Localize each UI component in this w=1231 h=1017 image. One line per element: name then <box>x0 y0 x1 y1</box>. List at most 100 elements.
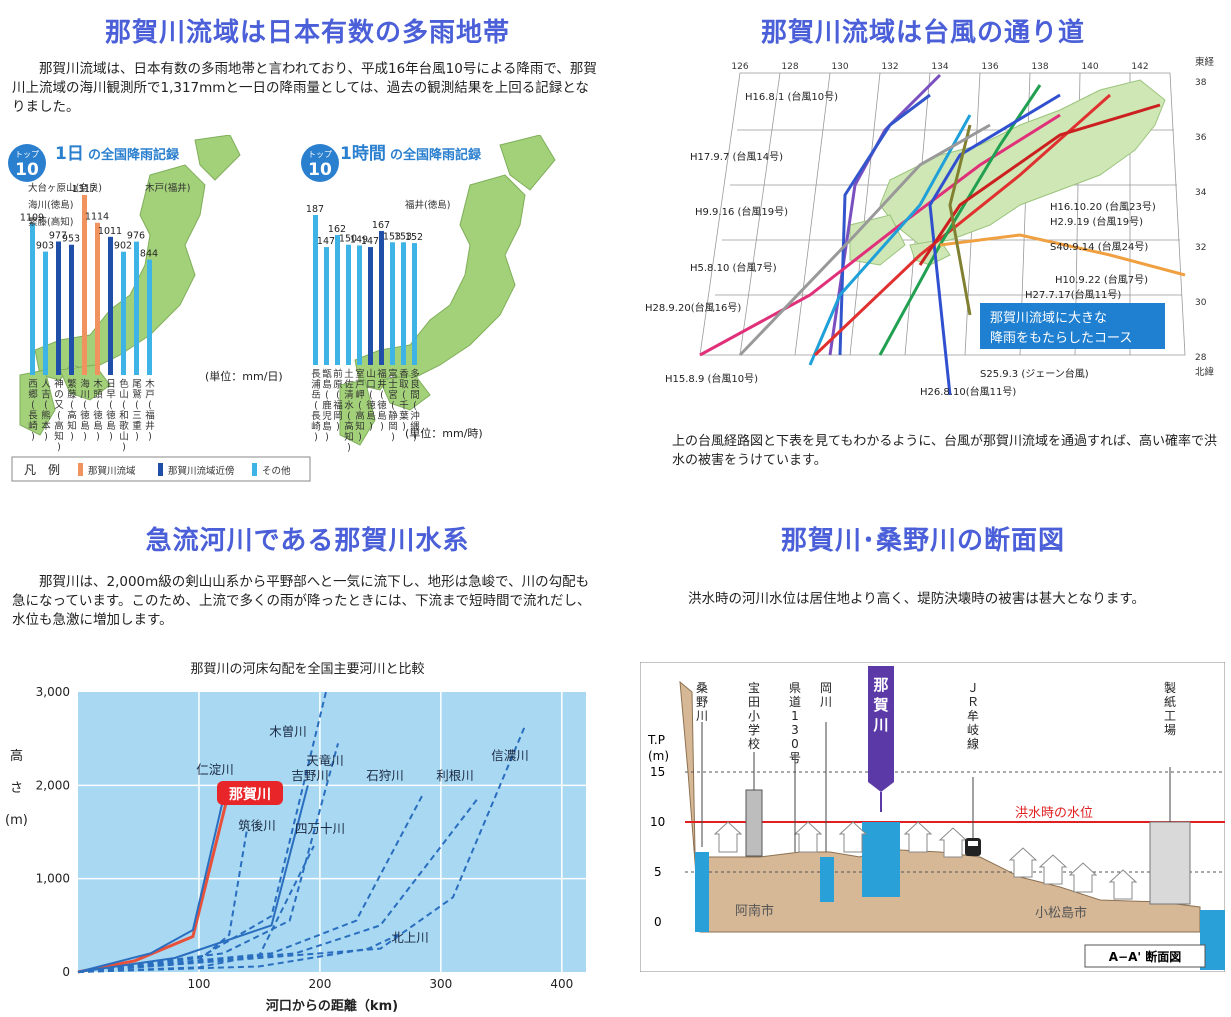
svg-text:香: 香 <box>399 369 409 380</box>
y-axis-label-2: さ <box>10 781 23 796</box>
svg-text:(: ( <box>96 400 100 411</box>
svg-text:): ) <box>413 432 417 443</box>
track-h28 <box>699 113 1061 357</box>
series-label: 筑後川 <box>238 818 276 833</box>
ground <box>679 680 1201 933</box>
grid-lines <box>78 692 586 972</box>
rain-bar <box>43 251 48 375</box>
takarada-school <box>745 789 763 857</box>
rain-bar-value: 150 <box>339 234 357 245</box>
rain-bar-value: 1109 <box>20 212 44 223</box>
rain-bar <box>56 241 61 375</box>
svg-text:徳: 徳 <box>377 400 387 412</box>
svg-text:取: 取 <box>399 380 409 391</box>
svg-text:又: 又 <box>54 400 64 411</box>
svg-text:重: 重 <box>132 420 142 432</box>
svg-text:木: 木 <box>145 378 155 390</box>
svg-text:岡: 岡 <box>388 422 398 433</box>
section-label: A−A' 断面図 <box>1109 949 1181 964</box>
typhoon-label: H17.9.7 (台風14号) <box>690 150 783 163</box>
svg-text:(: ( <box>31 400 35 411</box>
svg-text:佐: 佐 <box>344 379 354 391</box>
rain-bar-value: 903 <box>36 241 54 252</box>
svg-text:): ) <box>347 443 351 454</box>
svg-text:): ) <box>96 432 100 443</box>
lat-tick: 34 <box>1195 188 1207 198</box>
rain-bar-label: 多良間(沖縄) <box>410 368 420 443</box>
paper-mill <box>1149 821 1191 905</box>
svg-text:吉: 吉 <box>41 390 51 401</box>
svg-text:色: 色 <box>119 378 129 390</box>
rain-bar-value: 1317 <box>72 184 96 195</box>
q2-description: 上の台風経路図と下表を見てもわかるように、台風が那賀川流域を通過すれば、高い確率… <box>672 434 1217 468</box>
q1-title: 那賀川流域は日本有数の多雨地帯 <box>104 18 510 48</box>
series-label: 那賀川 <box>229 786 271 803</box>
track-h27 <box>918 103 1161 266</box>
lbl-takarada-char: 宝 <box>748 681 760 695</box>
rain-bar-value: 844 <box>140 249 158 260</box>
rain-bar <box>313 215 318 365</box>
rain-bar-label: 福井(徳島) <box>377 368 387 433</box>
train-icon <box>965 838 981 856</box>
track-h26 <box>948 124 972 316</box>
svg-text:島: 島 <box>106 420 116 432</box>
japan-map-1 <box>19 135 241 436</box>
q3-title: 急流河川である那賀川水系 <box>145 526 470 556</box>
callout-shigetou: 繁藤(高知) <box>28 216 73 228</box>
svg-text:宮: 宮 <box>388 389 398 401</box>
rain-bar <box>108 236 113 375</box>
chart1-title-num: 1日 <box>55 144 84 164</box>
rain-bar <box>82 195 87 375</box>
rain-bar-value: 153 <box>394 231 412 242</box>
svg-text:(: ( <box>347 411 351 422</box>
typhoon-label: H16.10.20 (台風23号) <box>1050 200 1156 213</box>
svg-text:): ) <box>44 432 48 443</box>
series-line <box>77 743 340 973</box>
top10-badge-2: トップ 10 <box>301 144 339 182</box>
series-label: 利根川 <box>436 768 474 783</box>
svg-text:トップ: トップ <box>308 150 332 159</box>
svg-text:長: 長 <box>311 369 321 380</box>
svg-text:那賀川流域近傍: 那賀川流域近傍 <box>168 465 235 477</box>
series-line <box>77 789 231 974</box>
highlight-line1: 那賀川流域に大きな <box>990 311 1107 326</box>
svg-text:水: 水 <box>344 400 354 412</box>
y-tick: 0 <box>62 965 70 979</box>
lon-tick: 140 <box>1081 62 1098 72</box>
svg-text:島: 島 <box>322 379 332 391</box>
kuwano-river-water <box>695 852 709 932</box>
rain-bar <box>95 222 100 375</box>
series-label-highlight <box>217 781 283 805</box>
lat-tick: 36 <box>1195 133 1207 143</box>
rain-bar <box>390 242 395 365</box>
svg-text:木: 木 <box>93 378 103 390</box>
tp-unit: (m) <box>648 749 669 763</box>
svg-text:多: 多 <box>410 368 420 380</box>
svg-text:徳: 徳 <box>366 400 376 412</box>
rain-bar-value: 953 <box>62 234 80 245</box>
anan-label: 阿南市 <box>735 903 774 919</box>
svg-text:繁: 繁 <box>67 378 77 390</box>
svg-text:崎: 崎 <box>311 421 321 433</box>
svg-text:(: ( <box>380 390 384 401</box>
rain-bar-label: 室戸岬(高知) <box>355 368 365 443</box>
svg-text:崎: 崎 <box>28 420 38 432</box>
svg-text:知: 知 <box>54 431 64 443</box>
y-tick: 3,000 <box>36 685 70 699</box>
svg-text:島: 島 <box>80 420 90 432</box>
rain-bar <box>368 247 373 365</box>
lbl-okagawa-char: 川 <box>820 695 832 709</box>
lon-tick: 126 <box>731 62 748 72</box>
svg-text:鹿: 鹿 <box>322 400 332 412</box>
lbl-kendo-char: 0 <box>791 737 799 751</box>
chart2-title-num: 1時間 <box>340 143 386 164</box>
komatsushima-label: 小松島市 <box>1035 905 1087 921</box>
rain-bar <box>412 243 417 365</box>
lat-tick: 38 <box>1195 78 1207 88</box>
svg-text:の: の <box>54 390 64 401</box>
lbl-takarada-char: 校 <box>748 736 760 751</box>
rain-bar-value: 1011 <box>98 226 122 237</box>
svg-text:戸: 戸 <box>145 390 155 401</box>
svg-text:その他: その他 <box>262 465 291 477</box>
